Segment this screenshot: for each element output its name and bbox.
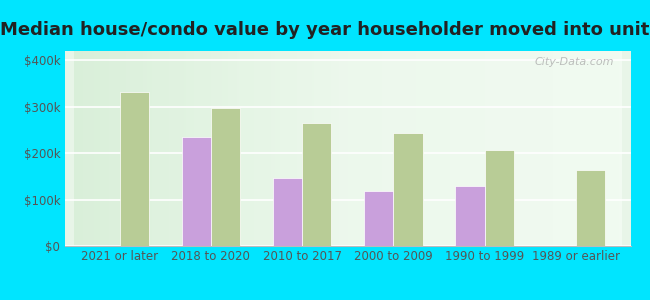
Text: Median house/condo value by year householder moved into unit: Median house/condo value by year househo… [0, 21, 650, 39]
Bar [364, 191, 393, 246]
Bar [302, 123, 332, 246]
Bar [484, 150, 514, 246]
Bar [182, 137, 211, 246]
Bar [393, 133, 422, 246]
Bar [576, 170, 605, 246]
Text: City-Data.com: City-Data.com [534, 57, 614, 67]
Bar [120, 92, 149, 246]
Bar [456, 186, 484, 246]
Bar [211, 108, 240, 246]
Bar [273, 178, 302, 246]
